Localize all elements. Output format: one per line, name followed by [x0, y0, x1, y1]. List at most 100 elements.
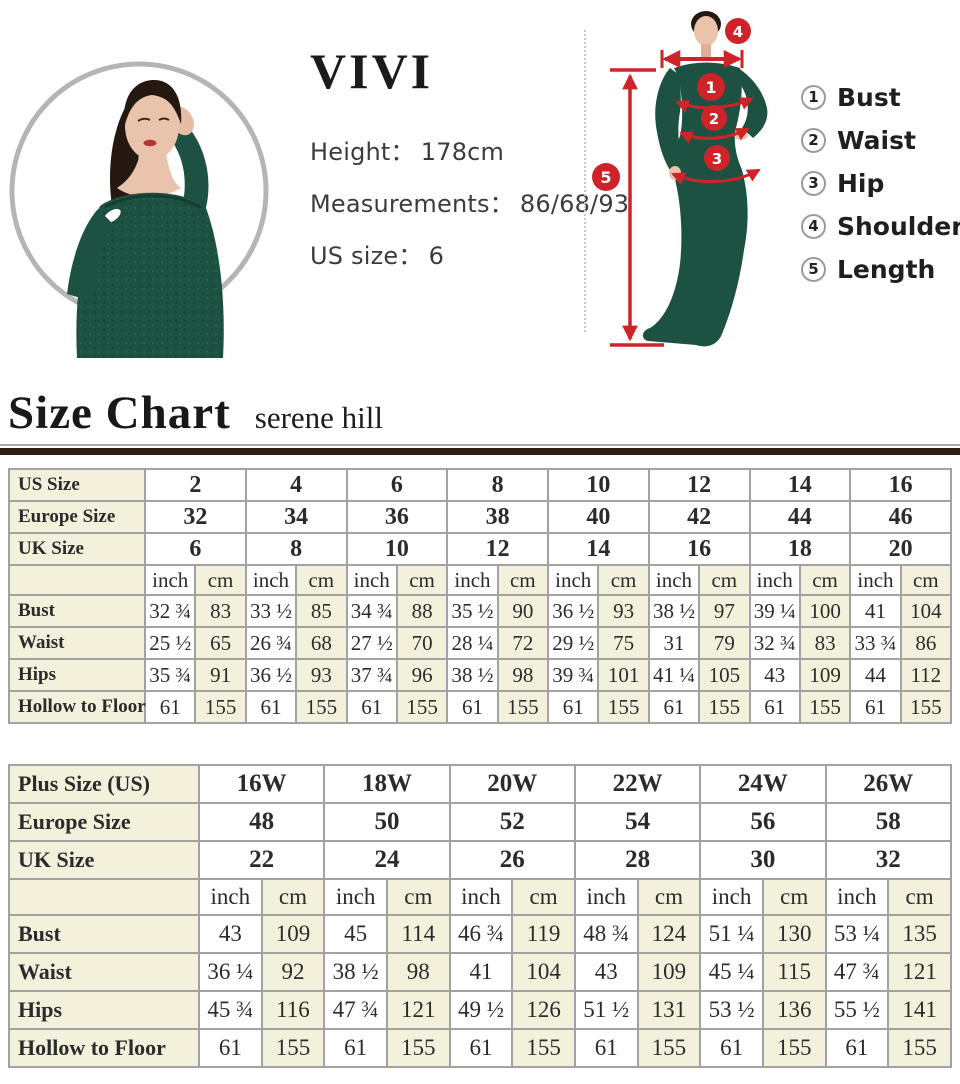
- row-label-cell: Hips: [8, 658, 146, 692]
- measurement-inch-cell: 35 ¾: [143, 658, 197, 692]
- size-value-cell: 10: [345, 532, 449, 566]
- unit-cm-cell: cm: [761, 878, 827, 916]
- measurement-inch-cell: 49 ½: [448, 990, 514, 1030]
- marker-1-circle: [697, 73, 725, 101]
- size-value-cell: 12: [647, 468, 751, 502]
- measurement-inch-cell: 48 ¾: [573, 914, 639, 954]
- circled-number-icon: 4: [801, 213, 826, 239]
- measurement-inch-cell: 61: [573, 1028, 639, 1068]
- measurement-inch-cell: 31: [647, 626, 701, 660]
- unit-inch-cell: inch: [448, 878, 514, 916]
- size-value-cell: 20W: [448, 764, 576, 804]
- measurement-inch-cell: 41: [849, 594, 902, 628]
- size-value-cell: 8: [244, 532, 348, 566]
- measurement-cm-cell: 121: [385, 990, 451, 1030]
- measurement-inch-cell: 26 ¾: [244, 626, 298, 660]
- hip-line: [671, 168, 761, 185]
- legend-label: Waist: [837, 125, 916, 155]
- measurement-cm-cell: 155: [887, 1028, 952, 1068]
- measurement-cm-cell: 155: [260, 1028, 326, 1068]
- measurement-inch-cell: 33 ¾: [849, 626, 902, 660]
- size-value-cell: 50: [323, 802, 451, 842]
- unit-inch-cell: inch: [748, 564, 801, 596]
- measurement-cm-cell: 116: [260, 990, 326, 1030]
- row-label-cell: Plus Size (US): [8, 764, 200, 804]
- size-value-cell: 14: [748, 468, 852, 502]
- measurement-cm-cell: 83: [194, 594, 247, 628]
- model-photo-circle: [2, 30, 278, 358]
- size-value-cell: 26: [448, 840, 576, 880]
- us-size-value: 6: [428, 242, 445, 270]
- measurements-label: Measurements：: [310, 190, 514, 218]
- measurement-cm-cell: 155: [511, 1028, 576, 1068]
- plus-sizes-grid: Plus Size (US) 16W 18W 20W 22W 24W 26W Europe S…: [8, 764, 953, 1068]
- page-title: Size Chart: [8, 387, 231, 439]
- measurement-inch-cell: 45 ¼: [699, 952, 764, 992]
- size-value-cell: 18: [748, 532, 852, 566]
- measurement-inch-cell: 35 ½: [446, 594, 499, 628]
- legend-item-hip: 3 Hip: [801, 169, 960, 198]
- measurement-cm-cell: 86: [899, 626, 953, 660]
- unit-cm-cell: cm: [295, 564, 348, 596]
- measurement-inch-cell: 41 ¼: [647, 658, 701, 692]
- measurement-diagram: 1 2 3 4 5: [592, 11, 768, 347]
- size-value-cell: 42: [647, 500, 751, 534]
- measure-row: Bust 32 ¾ 83 33 ½ 85 34 ¾ 88 35 ½ 90 36 ½ 93 38 ½ 97…: [8, 594, 953, 628]
- measurement-cm-cell: 115: [761, 952, 827, 992]
- marker-2-number: 2: [709, 110, 719, 128]
- measurement-cm-cell: 155: [194, 690, 247, 724]
- size-row: Europe Size 48 50 52 54 56 58: [8, 802, 953, 842]
- measurement-cm-cell: 98: [496, 658, 550, 692]
- measurement-cm-cell: 88: [395, 594, 449, 628]
- size-value-cell: 24: [323, 840, 451, 880]
- measurement-inch-cell: 36 ¼: [198, 952, 263, 992]
- measurement-cm-cell: 72: [496, 626, 550, 660]
- row-label-cell: UK Size: [8, 840, 200, 880]
- measurement-inch-cell: 39 ¼: [748, 594, 801, 628]
- size-value-cell: 22: [197, 840, 326, 880]
- brand-subtitle: serene hill: [254, 400, 384, 435]
- measurement-cm-cell: 79: [698, 626, 751, 660]
- size-value-cell: 12: [446, 532, 549, 566]
- size-value-cell: 38: [446, 500, 549, 534]
- unit-inch-cell: inch: [546, 564, 600, 596]
- us-size-line: US size： 6: [310, 236, 629, 271]
- measurement-cm-cell: 97: [698, 594, 751, 628]
- measurement-cm-cell: 100: [798, 594, 852, 628]
- measurement-legend: 1 Bust 2 Waist 3 Hip 4 Shoulder 5 Length: [801, 83, 960, 284]
- measurement-cm-cell: 70: [395, 626, 449, 660]
- section-heading: Size Chart serene hill: [8, 386, 383, 440]
- unit-cm-cell: cm: [887, 878, 952, 916]
- size-value-cell: 28: [573, 840, 702, 880]
- measurement-inch-cell: 38 ½: [323, 952, 388, 992]
- measure-row: Hips 45 ¾ 116 47 ¾ 121 49 ½ 126 51 ½ 131 53 ½ 136 5…: [8, 990, 952, 1030]
- unit-cm-cell: cm: [385, 878, 451, 916]
- row-label-cell: US Size: [8, 468, 146, 502]
- legend-item-length: 5 Length: [801, 255, 960, 284]
- row-label-cell: Europe Size: [8, 500, 146, 534]
- measurement-inch-cell: 45 ¾: [198, 990, 263, 1030]
- measurement-inch-cell: 28 ¼: [446, 626, 499, 660]
- size-value-cell: 48: [197, 802, 326, 842]
- measurement-cm-cell: 136: [761, 990, 827, 1030]
- size-value-cell: 16: [849, 468, 952, 502]
- measurement-cm-cell: 141: [887, 990, 952, 1030]
- legend-item-shoulder: 4 Shoulder: [801, 212, 960, 241]
- measurement-inch-cell: 61: [748, 690, 801, 724]
- row-label-cell: Europe Size: [8, 802, 200, 842]
- unit-cm-cell: cm: [260, 878, 326, 916]
- measurement-inch-cell: 53 ¼: [824, 914, 890, 954]
- measurement-inch-cell: 61: [323, 1028, 388, 1068]
- unit-inch-cell: inch: [446, 564, 499, 596]
- unit-cm-cell: cm: [698, 564, 751, 596]
- measurement-inch-cell: 44: [849, 658, 902, 692]
- marker-2-circle: [701, 105, 727, 131]
- waist-line: [679, 127, 750, 144]
- model-info-block: VIVI Height： 178cm Measurements： 86/68/93 …: [310, 46, 629, 271]
- size-value-cell: 44: [748, 500, 852, 534]
- shoulder-arrow: [660, 50, 744, 68]
- size-value-cell: 2: [144, 468, 247, 502]
